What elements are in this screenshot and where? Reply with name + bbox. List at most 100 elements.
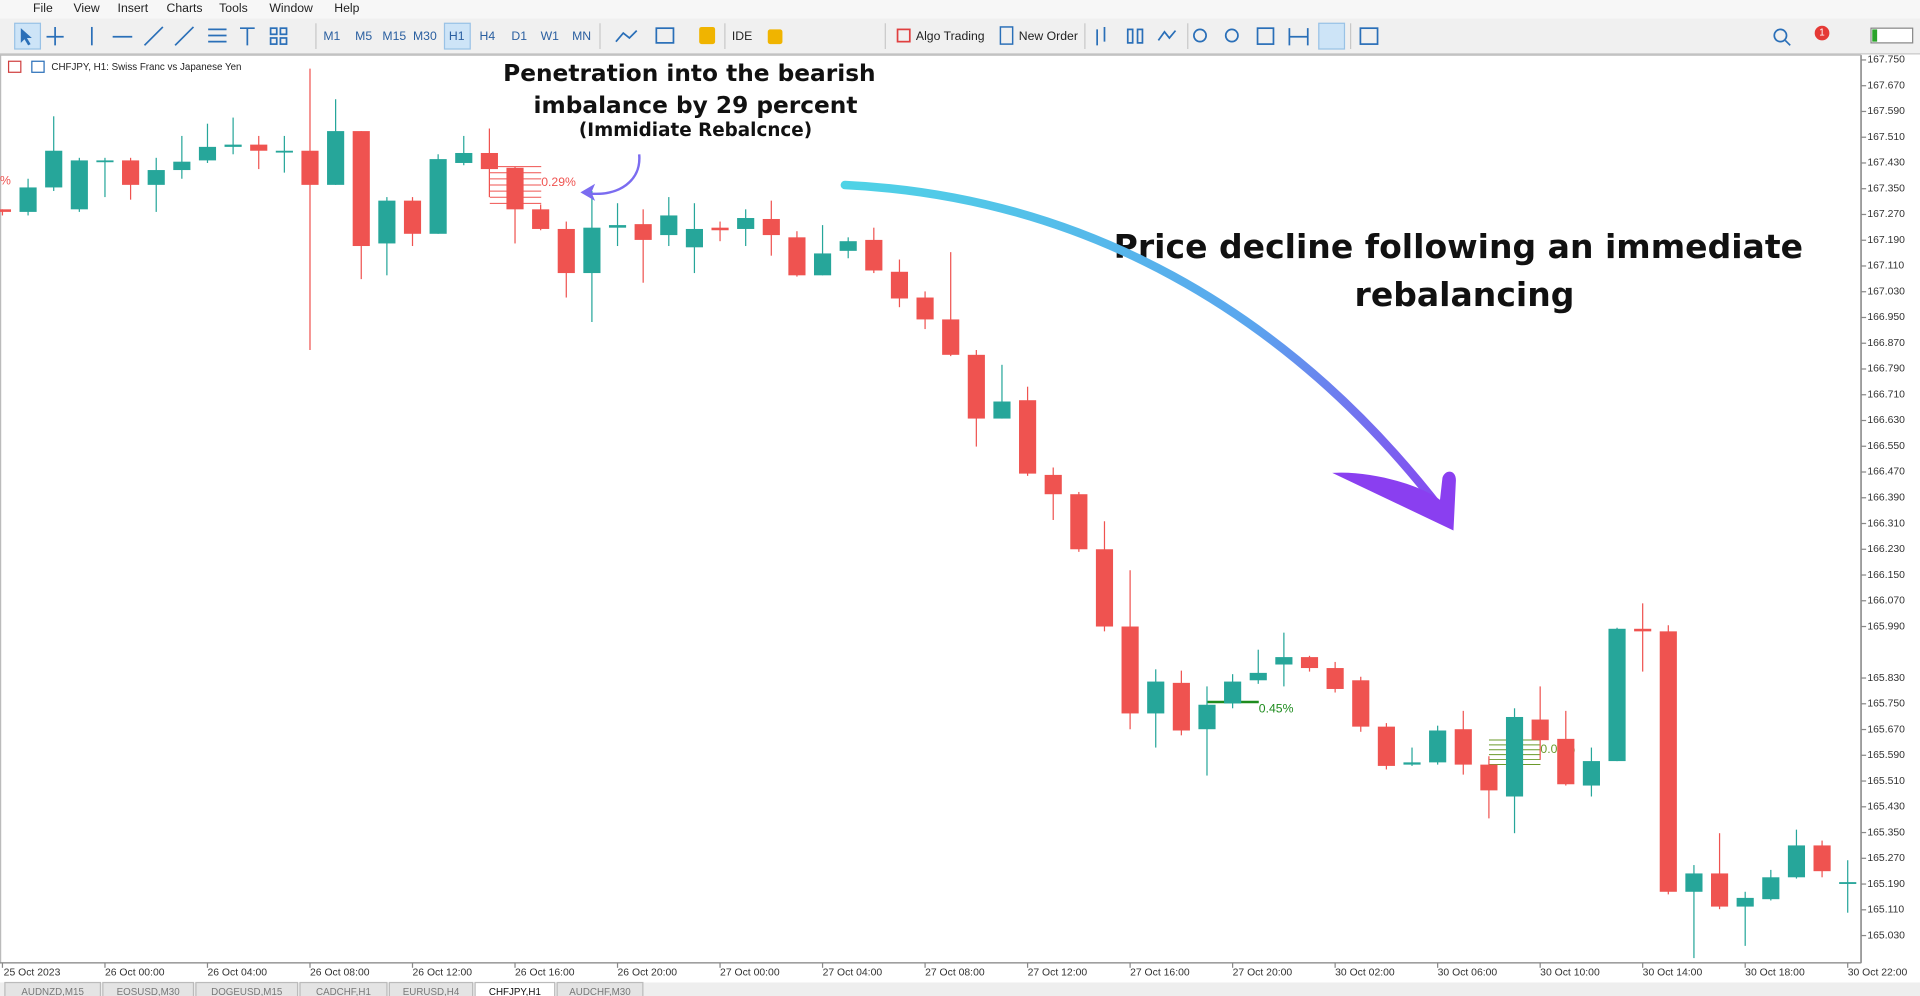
candle-body <box>1147 681 1165 714</box>
price-label: 167.190 <box>1867 235 1905 246</box>
price-label: 166.870 <box>1867 338 1905 349</box>
candle-body <box>1480 764 1498 791</box>
price-label: 167.270 <box>1867 209 1905 220</box>
candle-body <box>890 271 909 299</box>
candles <box>0 68 1857 959</box>
price-label: 165.430 <box>1867 802 1905 813</box>
tab-label: CHFJPY,H1 <box>489 987 541 996</box>
timeframe-button[interactable]: H1 <box>449 29 465 43</box>
candle-body <box>660 215 678 236</box>
price-label: 165.270 <box>1867 853 1905 864</box>
annotation-line: imbalance by 29 percent <box>534 92 858 119</box>
time-label: 27 Oct 00:00 <box>720 967 780 978</box>
tab[interactable] <box>556 981 644 996</box>
price-label: 166.790 <box>1867 364 1905 375</box>
tab[interactable] <box>474 981 556 996</box>
menu-item[interactable]: Tools <box>219 1 248 15</box>
candle-body <box>1224 681 1242 704</box>
candle-body <box>865 239 883 271</box>
menu-item[interactable]: Help <box>334 1 359 15</box>
price-label: 166.150 <box>1867 570 1905 581</box>
candle-body <box>1377 726 1395 766</box>
signals-icon[interactable] <box>767 29 783 45</box>
candle-body <box>1172 682 1190 731</box>
candle-body <box>1300 657 1319 669</box>
menu-item[interactable]: View <box>73 1 99 15</box>
menu-item[interactable]: Insert <box>118 1 149 15</box>
candle-body <box>1710 873 1729 907</box>
price-label: 167.670 <box>1867 80 1905 91</box>
time-label: 26 Oct 04:00 <box>207 967 267 978</box>
active-timeframe[interactable] <box>443 22 471 50</box>
timeframe-button[interactable]: M1 <box>323 29 340 43</box>
candle-body <box>455 152 473 163</box>
price-label: 165.590 <box>1867 750 1905 761</box>
menu-item[interactable]: File <box>33 1 53 15</box>
time-label: 30 Oct 14:00 <box>1643 967 1703 978</box>
tab-label: AUDNZD,M15 <box>21 987 84 996</box>
candle-body <box>1070 494 1088 550</box>
imbalance-label: % <box>0 174 11 188</box>
tab[interactable] <box>102 981 195 996</box>
candle-body <box>403 200 422 234</box>
candle-body <box>1019 400 1037 474</box>
active-toggle[interactable] <box>1318 22 1346 50</box>
tab[interactable] <box>4 981 102 996</box>
price-label: 166.310 <box>1867 518 1905 529</box>
time-label: 30 Oct 18:00 <box>1745 967 1805 978</box>
chart-area <box>0 54 1862 964</box>
ide-button[interactable]: IDE <box>732 29 752 43</box>
imbalance-label: 0.45% <box>1259 702 1294 716</box>
candle-body <box>0 209 12 212</box>
order-icon[interactable] <box>999 26 1014 45</box>
candle-body <box>378 200 396 244</box>
timeframe-button[interactable]: M30 <box>413 29 437 43</box>
candle-body <box>429 159 447 234</box>
candle-body <box>198 146 217 161</box>
timeframe-button[interactable]: M15 <box>382 29 406 43</box>
price-label: 165.670 <box>1867 724 1905 735</box>
candle-body <box>1813 845 1831 872</box>
candle-body <box>224 144 242 147</box>
timeframe-button[interactable]: M5 <box>355 29 372 43</box>
price-label: 165.990 <box>1867 621 1905 632</box>
candle-body <box>1787 845 1806 878</box>
price-label: 166.390 <box>1867 493 1905 504</box>
candle-body <box>1839 882 1857 884</box>
candle-body <box>557 228 575 274</box>
candle-body <box>1659 631 1677 892</box>
annotation-note: (Immidiate Rebalcnce) <box>579 120 812 141</box>
tab[interactable] <box>299 981 388 996</box>
algo-trading-button[interactable]: Algo Trading <box>916 29 985 43</box>
timeframe-button[interactable]: H4 <box>480 29 496 43</box>
timeframe-button[interactable]: MN <box>572 29 591 43</box>
candle-body <box>1762 877 1780 900</box>
timeframe-button[interactable]: W1 <box>541 29 560 43</box>
menu-item[interactable]: Charts <box>167 1 203 15</box>
new-order-button[interactable]: New Order <box>1019 29 1078 43</box>
small-arrow <box>590 154 641 196</box>
tab[interactable] <box>388 981 474 996</box>
candle-body <box>685 228 703 248</box>
price-label: 167.590 <box>1867 106 1905 117</box>
notification-badge[interactable] <box>1814 25 1830 41</box>
tabs: AUDNZD,M15 EOSUSD,M30 DOGEUSD,M15 CADCHF,H1… <box>4 981 644 996</box>
market-icon[interactable] <box>699 26 716 45</box>
crosshair-icon[interactable] <box>46 26 64 46</box>
candle-body <box>788 237 806 276</box>
candle-body <box>1326 668 1344 689</box>
time-label: 25 Oct 2023 <box>4 967 61 978</box>
price-label: 167.510 <box>1867 132 1905 143</box>
time-label: 26 Oct 00:00 <box>105 967 165 978</box>
menu-item[interactable]: Window <box>269 1 313 15</box>
battery-level <box>1872 29 1878 42</box>
candle-body <box>147 170 165 185</box>
price-label: 165.030 <box>1867 930 1905 941</box>
tab[interactable] <box>195 981 299 996</box>
candle-body <box>70 160 88 210</box>
candle-body <box>993 401 1011 419</box>
candle-body <box>1608 628 1626 762</box>
candle-body <box>1454 729 1472 765</box>
algo-icon[interactable] <box>896 28 911 43</box>
timeframe-button[interactable]: D1 <box>511 29 527 43</box>
